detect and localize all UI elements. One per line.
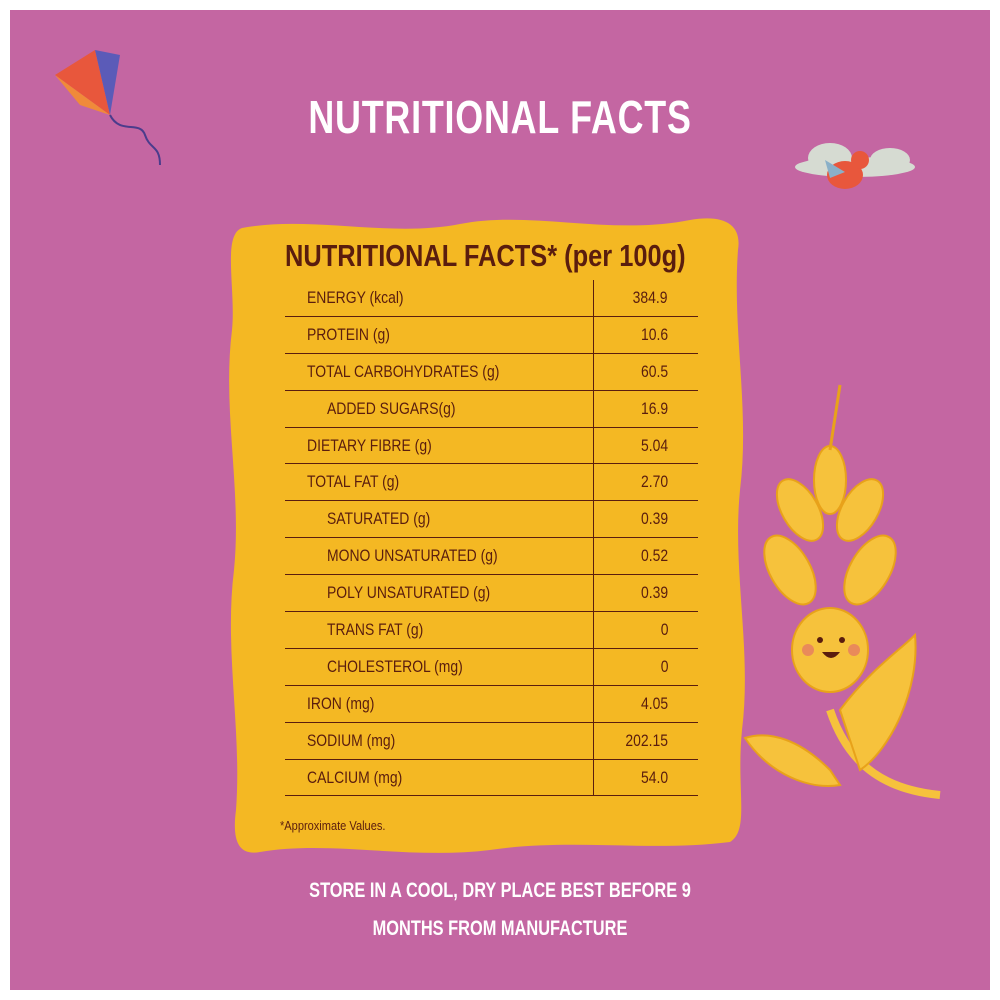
row-value-cell: 2.70 [593,464,698,501]
row-value: 202.15 [625,730,668,750]
row-label: ADDED SUGARS(g) [327,398,456,418]
row-value-cell: 384.9 [593,280,698,316]
table-row: ADDED SUGARS(g) 16.9 [285,390,698,428]
row-value-cell: 16.9 [593,390,698,427]
panel: NUTRITIONAL FACTS NUTRITIONAL FACTS* (pe… [10,10,990,990]
row-label: CHOLESTEROL (mg) [327,656,463,676]
row-value-cell: 54.0 [593,759,698,796]
row-value: 4.05 [640,693,668,713]
row-label-cell: TRANS FAT (g) [285,612,593,648]
table-row: MONO UNSATURATED (g) 0.52 [285,538,698,576]
row-value-cell: 10.6 [593,316,698,353]
row-value: 0.52 [640,546,668,566]
row-label-cell: SATURATED (g) [285,501,593,537]
row-label-cell: ADDED SUGARS(g) [285,391,593,427]
row-value-cell: 4.05 [593,685,698,722]
row-label: SODIUM (mg) [307,730,396,750]
row-value: 60.5 [640,361,668,381]
row-value: 0.39 [640,509,668,529]
table-row: PROTEIN (g) 10.6 [285,316,698,354]
row-label-cell: IRON (mg) [285,686,593,722]
table-row: DIETARY FIBRE (g) 5.04 [285,427,698,465]
bird-cloud [795,143,915,189]
row-value: 54.0 [640,767,668,787]
row-value-cell: 0.39 [593,575,698,612]
row-value-cell: 202.15 [593,722,698,759]
table-title: NUTRITIONAL FACTS* (per 100g) [285,238,686,273]
storage-line: MONTHS FROM MANUFACTURE [372,917,628,940]
row-label-cell: MONO UNSATURATED (g) [285,538,593,574]
row-value-cell: 0 [593,612,698,648]
row-label-cell: DIETARY FIBRE (g) [285,428,593,464]
row-label-cell: PROTEIN (g) [285,317,593,353]
table-row: TRANS FAT (g) 0 [285,612,698,649]
footnote: *Approximate Values. [280,818,386,833]
yellow-panel [229,218,745,853]
table-row: ENERGY (kcal) 384.9 [285,280,698,317]
table-row: TOTAL FAT (g) 2.70 [285,464,698,502]
nutrition-table: ENERGY (kcal) 384.9 PROTEIN (g) 10.6 TOTAL C… [285,280,698,797]
table-row: CHOLESTEROL (mg) 0 [285,648,698,686]
kite [55,50,161,166]
row-label: CALCIUM (mg) [307,767,403,787]
row-label: PROTEIN (g) [307,324,390,344]
page-title: NUTRITIONAL FACTS [308,91,692,143]
row-label: ENERGY (kcal) [307,287,404,307]
row-value: 10.6 [640,324,668,344]
storage-note: STORE IN A COOL, DRY PLACE BEST BEFORE 9… [10,872,990,948]
row-label-cell: TOTAL CARBOHYDRATES (g) [285,354,593,390]
row-label: TOTAL CARBOHYDRATES (g) [307,361,500,381]
row-label: MONO UNSATURATED (g) [327,546,498,566]
row-label-cell: SODIUM (mg) [285,723,593,759]
row-label: TOTAL FAT (g) [307,472,400,492]
row-value-cell: 0 [593,648,698,685]
row-value: 2.70 [640,472,668,492]
storage-line: STORE IN A COOL, DRY PLACE BEST BEFORE 9 [309,879,691,902]
row-value: 0 [660,619,668,639]
table-row: POLY UNSATURATED (g) 0.39 [285,575,698,613]
row-label: SATURATED (g) [327,509,431,529]
row-value: 0.39 [640,583,668,603]
row-value: 0 [660,656,668,676]
row-label-cell: TOTAL FAT (g) [285,464,593,500]
row-label: DIETARY FIBRE (g) [307,435,432,455]
row-value: 16.9 [640,398,668,418]
table-row: TOTAL CARBOHYDRATES (g) 60.5 [285,353,698,391]
row-value-cell: 60.5 [593,353,698,390]
table-row: SODIUM (mg) 202.15 [285,722,698,760]
table-row: SATURATED (g) 0.39 [285,501,698,539]
table-row: IRON (mg) 4.05 [285,685,698,723]
table-row: CALCIUM (mg) 54.0 [285,759,698,797]
row-value-cell: 0.39 [593,501,698,538]
row-label: TRANS FAT (g) [327,619,424,639]
row-label-cell: CALCIUM (mg) [285,760,593,796]
row-label: IRON (mg) [307,693,375,713]
wheat [743,384,941,799]
decorations [55,50,941,853]
row-label-cell: POLY UNSATURATED (g) [285,575,593,611]
row-value-cell: 0.52 [593,538,698,575]
row-label: POLY UNSATURATED (g) [327,583,491,603]
row-value: 5.04 [640,435,668,455]
row-value-cell: 5.04 [593,427,698,464]
row-label-cell: CHOLESTEROL (mg) [285,649,593,685]
row-value: 384.9 [633,287,668,307]
row-label-cell: ENERGY (kcal) [285,280,593,316]
